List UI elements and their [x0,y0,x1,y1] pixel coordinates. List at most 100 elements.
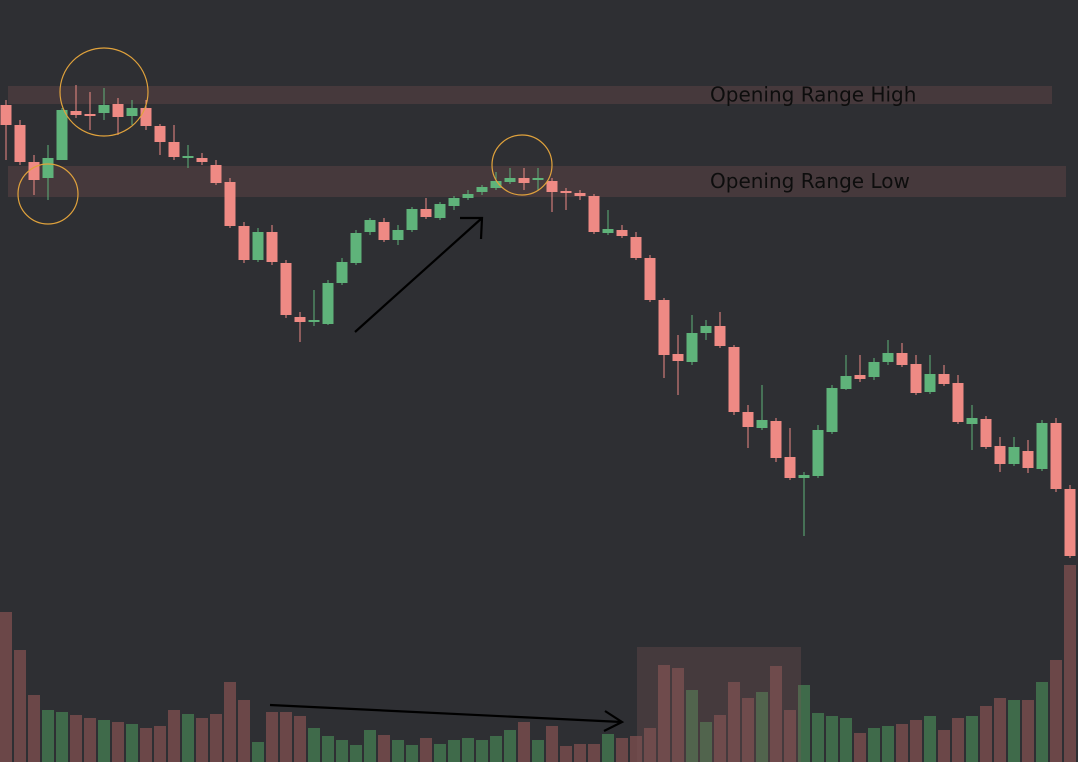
candle-body [980,419,992,447]
volume-bar [182,714,194,762]
candle-body [798,475,810,478]
candle-body [742,412,754,427]
candle-body [686,333,698,362]
volume-bar [770,666,782,762]
candle-body [154,126,166,142]
candle-body [70,111,82,115]
candle-body [672,354,684,361]
candle-body [280,263,292,315]
volume-bar [546,726,558,762]
candle-body [308,320,320,322]
candle-body [252,232,264,260]
volume-bar [448,740,460,762]
candle-body [42,158,54,178]
volume-bar [0,612,12,762]
volume-bar [84,718,96,762]
candle-body [854,375,866,379]
volume-bar [742,698,754,762]
volume-bar [1064,565,1076,762]
candle-body [140,108,152,126]
candle-body [784,457,796,478]
candle-body [770,421,782,458]
highlight-circle [59,47,149,137]
volume-bar [504,730,516,762]
volume-bar [196,718,208,762]
volume-bar [658,665,670,762]
volume-bar [588,744,600,762]
volume-bar [714,715,726,762]
candle-body [336,262,348,283]
candle-body [574,193,586,196]
candle-body [378,222,390,240]
candle-body [322,283,334,324]
volume-bar [630,736,642,762]
zone-label: Opening Range High [710,83,916,107]
volume-bar [560,746,572,762]
volume-bars [0,565,1076,762]
volume-bar [210,714,222,762]
volume-bar [336,740,348,762]
candle-body [476,187,488,192]
volume-bar [518,722,530,762]
volume-bar [406,745,418,762]
candle-body [504,178,516,182]
candle-body [658,300,670,355]
candle-body [294,317,306,322]
candle-body [1064,489,1076,556]
volume-bar [308,728,320,762]
candle-body [882,353,894,362]
candle-body [1050,423,1062,489]
candle-body [56,110,68,160]
candle-body [924,374,936,392]
volume-bar [224,682,236,762]
candle-body [406,209,418,230]
volume-bar [756,692,768,762]
volume-bar [112,722,124,762]
candle-body [1008,447,1020,464]
candle-body [224,182,236,226]
candle-body [630,237,642,258]
volume-bar [1050,660,1062,762]
volume-bar [462,738,474,762]
candle-body [210,165,222,183]
candle-body [728,347,740,412]
candle-body [840,376,852,389]
volume-bar [980,706,992,762]
volume-bar [1036,682,1048,762]
annotations [17,47,625,732]
volume-bar [854,733,866,762]
candle-body [14,125,26,162]
volume-bar [700,722,712,762]
candle-body [616,230,628,236]
candle-body [266,232,278,262]
zones: Opening Range High Opening Range Low [8,83,1066,197]
candle-body [966,418,978,424]
candle-body [490,181,502,188]
highlight-circle [491,134,553,196]
volume-bar [280,712,292,762]
candle-body [532,178,544,180]
volume-bar [798,685,810,762]
candle-body [588,196,600,232]
candle-body [168,142,180,157]
volume-bar [938,730,950,762]
candle-body [896,353,908,365]
volume-bar [350,745,362,762]
candle-body [546,181,558,192]
candle-body [700,326,712,333]
candle-body [644,258,656,300]
volume-bar [392,740,404,762]
candle-body [714,326,726,346]
candle-body [826,388,838,432]
volume-bar [434,744,446,762]
candle-body [812,430,824,476]
candle-body [126,108,138,116]
candle-body [756,420,768,428]
candle-body [28,162,40,180]
candle-body [868,362,880,377]
candle-body [84,114,96,116]
volume-bar [98,720,110,762]
volume-arrow [269,703,625,732]
volume-bar [1008,700,1020,762]
candle-body [910,364,922,393]
